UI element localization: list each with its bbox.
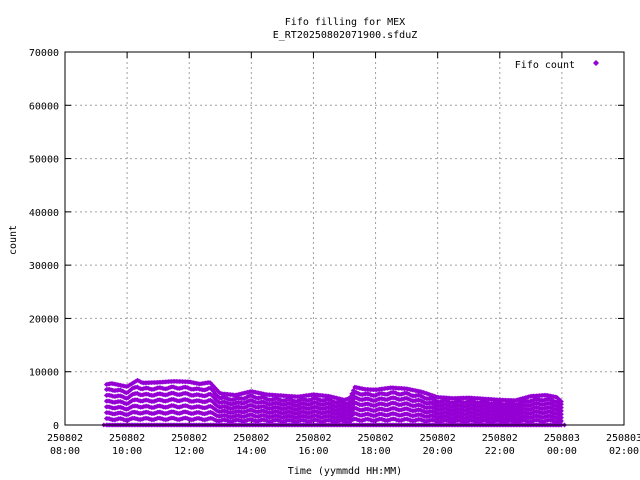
y-tick-label: 70000 (29, 48, 59, 59)
y-axis-label: count (8, 225, 19, 255)
data-points (101, 377, 567, 428)
data-point (558, 401, 564, 407)
x-tick-label-date: 250802 (109, 433, 145, 444)
x-tick-label-date: 250803 (544, 433, 580, 444)
data-point (558, 418, 564, 424)
x-axis: 250802 08:00 250802 10:00 250802 12:00 250802 1… (47, 52, 640, 457)
x-tick-label-time: 10:00 (112, 446, 142, 457)
y-tick-label: 60000 (29, 101, 59, 112)
x-tick-label-date: 250802 (420, 433, 456, 444)
data-point (558, 399, 564, 405)
chart-title-line1: Fifo filling for MEX (285, 17, 405, 28)
x-tick-label-time: 00:00 (547, 446, 577, 457)
x-tick-label-time: 02:00 (609, 446, 639, 457)
data-point (558, 411, 564, 417)
x-tick-label-time: 12:00 (174, 446, 204, 457)
plot-frame (64, 51, 625, 426)
y-axis: 0 10000 20000 30000 40000 50000 60000 70000 (29, 48, 624, 432)
x-tick-label-time: 18:00 (361, 446, 391, 457)
legend-label: Fifo count (515, 60, 575, 71)
grid (65, 52, 624, 425)
x-tick-label-date: 250803 (606, 433, 640, 444)
data-point (558, 405, 564, 411)
y-tick-label: 0 (53, 421, 59, 432)
legend-marker (593, 60, 599, 66)
y-tick-label: 50000 (29, 155, 59, 166)
chart-title-line2: E_RT20250802071900.sfduZ (273, 30, 418, 41)
x-tick-label-time: 14:00 (236, 446, 266, 457)
x-tick-label-date: 250802 (295, 433, 331, 444)
x-tick-label-date: 250802 (233, 433, 269, 444)
y-tick-label: 10000 (29, 368, 59, 379)
x-tick-label-time: 22:00 (485, 446, 515, 457)
y-tick-label: 40000 (29, 208, 59, 219)
data-point (558, 415, 564, 421)
legend: Fifo count (515, 60, 599, 71)
x-tick-label-date: 250802 (171, 433, 207, 444)
x-tick-label-time: 16:00 (298, 446, 328, 457)
x-tick-label-date: 250802 (357, 433, 393, 444)
x-tick-label-date: 250802 (47, 433, 83, 444)
y-tick-label: 30000 (29, 261, 59, 272)
x-axis-label: Time (yymmdd HH:MM) (288, 466, 402, 477)
y-tick-label: 20000 (29, 314, 59, 325)
x-tick-label-time: 20:00 (423, 446, 453, 457)
data-point (558, 408, 564, 414)
x-tick-label-date: 250802 (482, 433, 518, 444)
x-tick-label-time: 08:00 (50, 446, 80, 457)
